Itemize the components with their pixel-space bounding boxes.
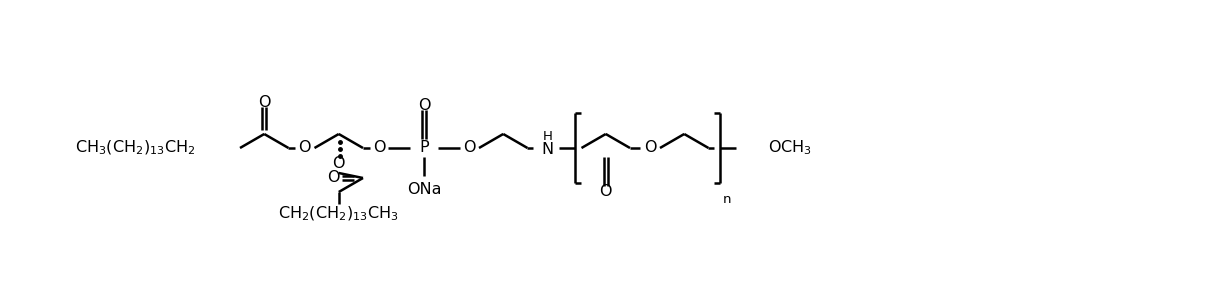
- Text: n: n: [722, 193, 731, 206]
- Text: $\mathrm{CH_2(CH_2)_{13}CH_3}$: $\mathrm{CH_2(CH_2)_{13}CH_3}$: [278, 205, 399, 223]
- Text: N: N: [541, 142, 554, 158]
- Text: O: O: [333, 156, 345, 172]
- Text: O: O: [299, 140, 311, 156]
- Text: O: O: [373, 140, 385, 156]
- Text: O: O: [600, 184, 612, 198]
- Text: P: P: [419, 140, 429, 156]
- Text: ONa: ONa: [407, 182, 441, 198]
- Text: $\mathrm{CH_3(CH_2)_{13}CH_2}$: $\mathrm{CH_3(CH_2)_{13}CH_2}$: [75, 139, 195, 157]
- Text: O: O: [463, 140, 475, 156]
- Text: $\mathrm{OCH_3}$: $\mathrm{OCH_3}$: [768, 139, 812, 157]
- Text: O: O: [418, 97, 430, 113]
- Text: O: O: [259, 95, 271, 110]
- Text: O: O: [643, 140, 657, 156]
- Text: O: O: [327, 170, 339, 185]
- Text: H: H: [543, 130, 552, 142]
